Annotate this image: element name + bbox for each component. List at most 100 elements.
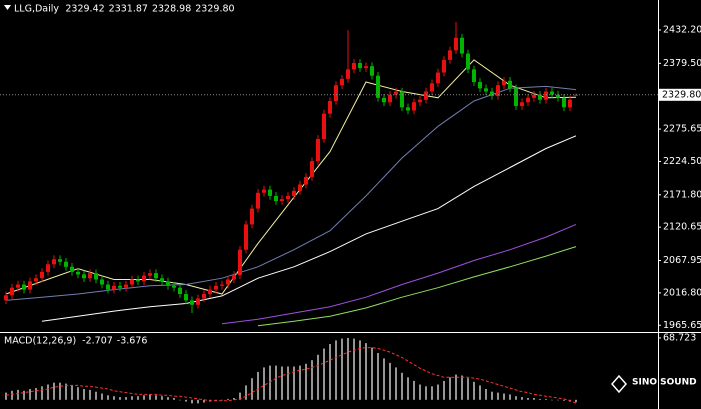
candle-body bbox=[328, 101, 332, 114]
macd-bar bbox=[275, 365, 277, 400]
macd-bar bbox=[5, 392, 7, 400]
y-tick-label: 2120.65 bbox=[663, 222, 701, 233]
candle-body bbox=[154, 273, 158, 279]
macd-bar bbox=[263, 367, 265, 400]
macd-bar bbox=[485, 389, 487, 400]
macd-bar bbox=[17, 389, 19, 400]
candle-body bbox=[76, 271, 80, 275]
candle-body bbox=[196, 298, 200, 305]
macd-bar bbox=[125, 397, 127, 400]
macd-bar bbox=[167, 397, 169, 400]
candle-body bbox=[220, 284, 224, 286]
candle-body bbox=[388, 94, 392, 103]
candle-body bbox=[310, 161, 314, 177]
candle-body bbox=[394, 91, 398, 95]
candle-body bbox=[340, 78, 344, 86]
candle-body bbox=[538, 94, 542, 100]
menu-arrow[interactable] bbox=[4, 5, 11, 10]
macd-bar bbox=[119, 397, 121, 400]
macd-bar bbox=[401, 372, 403, 400]
macd-bar bbox=[329, 344, 331, 400]
candle-body bbox=[406, 107, 410, 111]
macd-bar bbox=[71, 385, 73, 400]
candle-body bbox=[208, 289, 212, 295]
macd-bar bbox=[521, 397, 523, 400]
macd-bar bbox=[233, 398, 235, 400]
candle-body bbox=[250, 208, 254, 225]
y-tick-label: 2224.50 bbox=[663, 156, 701, 167]
candle-body bbox=[256, 192, 260, 209]
macd-bar bbox=[347, 337, 349, 400]
logo-icon bbox=[611, 374, 627, 394]
macd-bar bbox=[425, 386, 427, 400]
candle-body bbox=[502, 80, 506, 86]
candle-body bbox=[10, 287, 14, 296]
macd-bar bbox=[239, 392, 241, 400]
candle-body bbox=[508, 80, 512, 89]
candle-body bbox=[202, 294, 206, 299]
macd-bar bbox=[59, 382, 61, 400]
y-tick-label: 2067.95 bbox=[663, 255, 701, 266]
candle-body bbox=[286, 195, 290, 200]
candle-body bbox=[532, 94, 536, 98]
macd-bar bbox=[287, 366, 289, 400]
macd-bar bbox=[431, 386, 433, 400]
macd-bar bbox=[443, 380, 445, 400]
macd-bar bbox=[479, 385, 481, 400]
candle-body bbox=[436, 72, 440, 84]
y-tick-label: 2275.65 bbox=[663, 124, 701, 135]
signal-line bbox=[5, 347, 577, 404]
macd-bar bbox=[383, 358, 385, 400]
macd-bar bbox=[527, 398, 529, 400]
macd-bar bbox=[449, 377, 451, 400]
macd-bar bbox=[377, 353, 379, 400]
macd-bar bbox=[359, 340, 361, 400]
candle-body bbox=[514, 88, 518, 107]
candle-body bbox=[226, 279, 230, 285]
macd-bar bbox=[221, 399, 223, 401]
macd-bar bbox=[47, 384, 49, 400]
moving-average bbox=[221, 223, 577, 325]
candle-body bbox=[322, 113, 326, 139]
header-value: 2328.98 bbox=[152, 4, 191, 15]
symbol-title: LLG,Daily bbox=[14, 4, 59, 15]
macd-bar bbox=[557, 399, 559, 401]
macd-bar bbox=[179, 399, 181, 401]
candle-body bbox=[136, 279, 140, 282]
candle-body bbox=[64, 261, 68, 267]
header-value: -2.707 bbox=[82, 336, 113, 347]
macd-bar bbox=[257, 371, 259, 400]
candle-body bbox=[28, 281, 32, 290]
candle-body bbox=[94, 273, 98, 280]
macd-bar bbox=[551, 399, 553, 401]
candle-body bbox=[448, 50, 452, 60]
header-value: 2331.87 bbox=[109, 4, 148, 15]
candle-body bbox=[4, 295, 8, 301]
macd-bar bbox=[353, 338, 355, 400]
macd-bar bbox=[503, 393, 505, 400]
macd-bar bbox=[53, 382, 55, 400]
current-price-box bbox=[659, 88, 701, 101]
macd-bar bbox=[203, 399, 205, 403]
header-value: 2329.42 bbox=[65, 4, 104, 15]
candle-body bbox=[376, 75, 380, 98]
candle-body bbox=[412, 102, 416, 111]
candle-body bbox=[364, 66, 368, 69]
candle-body bbox=[130, 279, 134, 285]
moving-average bbox=[5, 85, 577, 301]
candle-body bbox=[88, 273, 92, 279]
candle-body bbox=[460, 37, 464, 54]
candle-body bbox=[442, 59, 446, 73]
macd-bar bbox=[407, 377, 409, 400]
candle-body bbox=[556, 94, 560, 98]
candle-body bbox=[34, 278, 38, 282]
candle-body bbox=[16, 284, 20, 288]
macd-bar bbox=[89, 389, 91, 400]
macd-bar bbox=[575, 399, 577, 403]
macd-bar bbox=[281, 366, 283, 400]
candle-body bbox=[112, 285, 116, 290]
candle-body bbox=[172, 285, 176, 288]
macd-bar bbox=[149, 394, 151, 400]
macd-bar bbox=[389, 362, 391, 400]
